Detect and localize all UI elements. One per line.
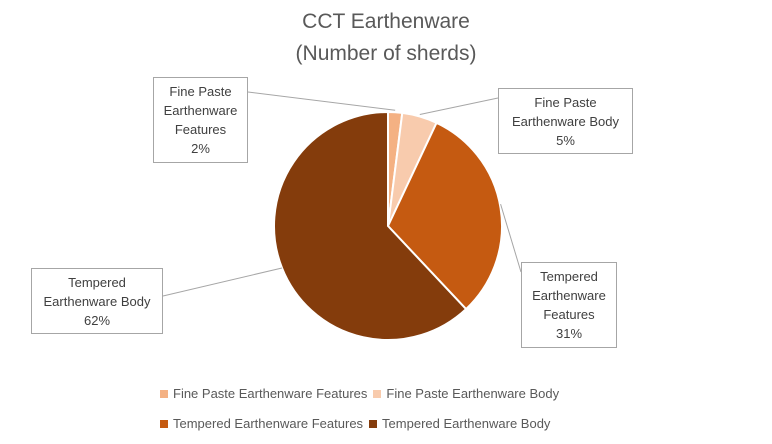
legend-swatch — [369, 419, 378, 428]
data-label-line: Fine Paste — [169, 84, 232, 99]
legend-label: Fine Paste Earthenware Body — [386, 386, 560, 401]
data-label-line: Tempered — [68, 275, 126, 290]
data-label-2: Tempered Earthenware Features 31% — [521, 262, 617, 348]
data-label-line: Fine Paste — [534, 95, 597, 110]
leader-line-2 — [500, 204, 522, 273]
data-label-0: Fine Paste Earthenware Features 2% — [153, 77, 248, 163]
data-label-line: 2% — [191, 141, 210, 156]
data-label-line: Earthenware Body — [43, 294, 151, 309]
data-label-1: Fine Paste Earthenware Body 5% — [498, 88, 633, 154]
legend-label: Fine Paste Earthenware Features — [173, 386, 368, 401]
data-label-line: 31% — [555, 326, 583, 341]
pie-slice-2 — [386, 121, 503, 311]
legend-row-1: Fine Paste Earthenware Features Fine Pas… — [160, 386, 565, 401]
legend-label: Tempered Earthenware Features — [173, 416, 364, 431]
data-label-3: Tempered Earthenware Body 62% — [31, 268, 163, 334]
data-label-line: Earthenware — [532, 288, 606, 303]
chart-title-line-2: (Number of sherds) — [295, 42, 477, 65]
leader-line-0 — [247, 91, 396, 111]
legend-row-2: Tempered Earthenware Features Tempered E… — [160, 416, 556, 431]
chart-title-line-1: CCT Earthenware — [302, 10, 470, 33]
legend-swatch — [373, 389, 382, 398]
legend-item-tempered-features: Tempered Earthenware Features — [160, 416, 363, 431]
data-label-line: 62% — [83, 313, 111, 328]
leader-line-1 — [419, 97, 499, 116]
data-label-line: Tempered — [540, 269, 598, 284]
legend-item-fine-paste-features: Fine Paste Earthenware Features — [160, 386, 367, 401]
data-label-line: Features — [174, 122, 227, 137]
legend-item-fine-paste-body: Fine Paste Earthenware Body — [373, 386, 559, 401]
legend-label: Tempered Earthenware Body — [382, 416, 551, 431]
data-label-line: Earthenware Body — [512, 114, 619, 129]
data-label-line: 5% — [556, 133, 575, 148]
data-label-line: Earthenware — [163, 103, 238, 118]
leader-line-3 — [162, 267, 283, 297]
data-label-line: Features — [543, 307, 595, 322]
legend-swatch — [160, 389, 168, 398]
legend-swatch — [160, 419, 168, 428]
legend-item-tempered-body: Tempered Earthenware Body — [369, 416, 550, 431]
